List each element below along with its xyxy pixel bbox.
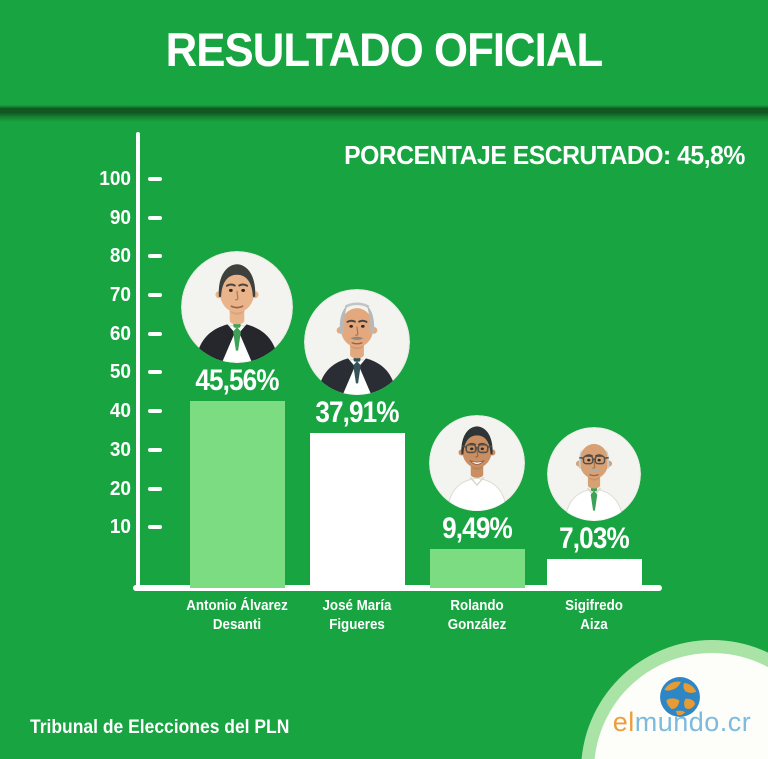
category-label-line: Desanti bbox=[212, 617, 262, 633]
logo-wordmark: elmundo.cr bbox=[597, 707, 767, 738]
bar bbox=[429, 549, 525, 588]
globe-icon bbox=[659, 676, 701, 718]
category-label-line: Figueres bbox=[329, 617, 385, 633]
category-label-line: Rolando bbox=[450, 598, 504, 614]
y-tick-label: 30 bbox=[109, 438, 131, 461]
category-label: Rolando González bbox=[408, 597, 546, 635]
y-tick-label: 80 bbox=[109, 245, 131, 268]
x-axis-line bbox=[133, 585, 662, 591]
value-label: 9,49% bbox=[442, 512, 513, 546]
y-tick-mark bbox=[148, 486, 162, 491]
bar bbox=[309, 432, 405, 588]
y-tick-label: 100 bbox=[99, 167, 131, 190]
y-tick-mark bbox=[148, 292, 162, 297]
category-label-line: González bbox=[447, 617, 507, 633]
bar bbox=[189, 401, 285, 588]
y-tick-label: 50 bbox=[109, 361, 131, 384]
y-tick-label: 40 bbox=[109, 400, 131, 423]
candidate-photo bbox=[181, 251, 293, 364]
y-tick-label: 10 bbox=[109, 516, 131, 539]
y-tick-mark bbox=[148, 331, 162, 336]
candidate-photo bbox=[547, 427, 641, 522]
y-tick-mark bbox=[148, 525, 162, 530]
y-tick-mark bbox=[148, 215, 162, 220]
candidate-photo bbox=[429, 415, 525, 512]
category-label-line: Sigifredo bbox=[565, 598, 623, 614]
y-tick-label: 70 bbox=[109, 283, 131, 306]
value-label: 37,91% bbox=[315, 395, 399, 429]
header-divider bbox=[0, 105, 768, 122]
y-axis-line bbox=[136, 132, 140, 591]
category-label: Sigifredo Aiza bbox=[525, 597, 663, 635]
category-label-line: Aiza bbox=[580, 617, 608, 633]
candidate-photo bbox=[304, 288, 410, 395]
value-label: 7,03% bbox=[559, 522, 630, 556]
y-tick-mark bbox=[148, 409, 162, 414]
logo-suffix: mundo.cr bbox=[634, 707, 752, 737]
y-tick-mark bbox=[148, 447, 162, 452]
logo-prefix: el bbox=[612, 707, 635, 737]
value-label: 45,56% bbox=[195, 364, 279, 398]
scrutinized-percentage-label: PORCENTAJE ESCRUTADO: 45,8% bbox=[344, 140, 745, 170]
bar bbox=[546, 559, 642, 588]
source-caption: Tribunal de Elecciones del PLN bbox=[30, 717, 290, 738]
y-tick-mark bbox=[148, 176, 162, 181]
category-label: Antonio Álvarez Desanti bbox=[168, 597, 306, 635]
y-tick-label: 20 bbox=[109, 477, 131, 500]
y-tick-mark bbox=[148, 370, 162, 375]
category-label-line: José María bbox=[322, 598, 392, 614]
y-tick-label: 90 bbox=[109, 206, 131, 229]
page-title: RESULTADO OFICIAL bbox=[165, 23, 604, 76]
y-tick-label: 60 bbox=[109, 322, 131, 345]
category-label: José María Figueres bbox=[288, 597, 426, 635]
y-tick-mark bbox=[148, 254, 162, 259]
category-label-line: Antonio Álvarez bbox=[186, 598, 288, 614]
